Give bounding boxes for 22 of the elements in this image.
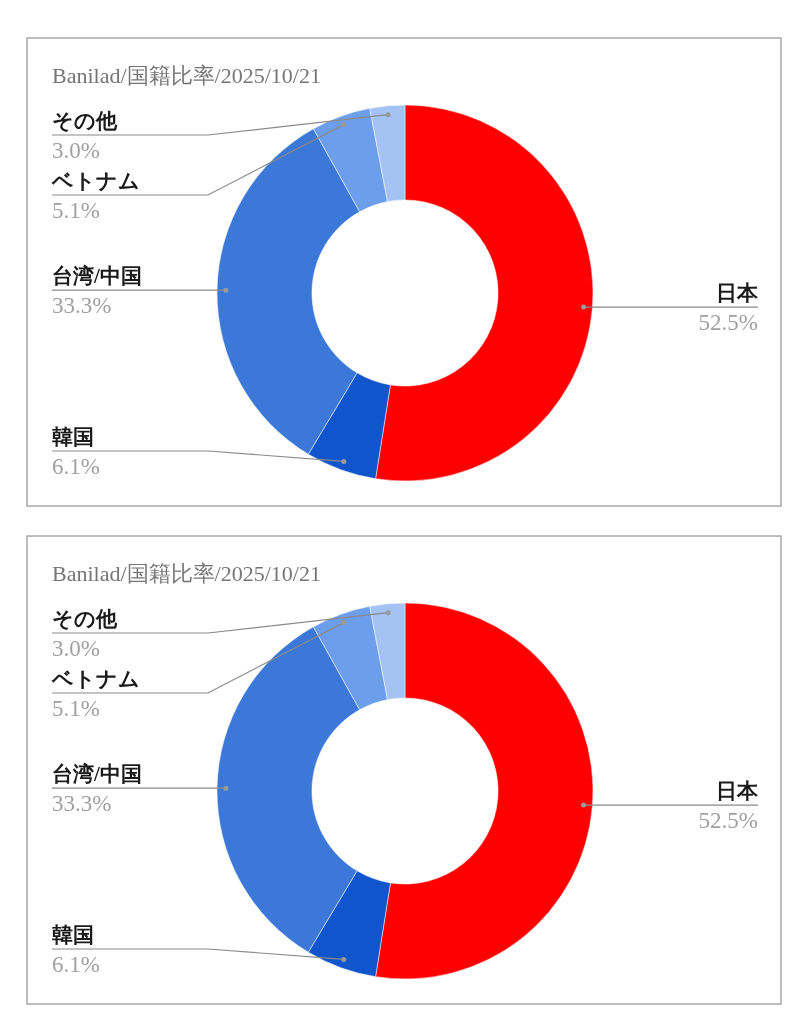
slice-label: ベトナム [51, 169, 140, 193]
slice-label: 日本 [716, 779, 759, 804]
data-label: 33.3% [52, 293, 112, 319]
data-label: 33.3% [52, 791, 112, 817]
data-label: 6.1% [52, 454, 100, 479]
slice-label: 台湾/中国 [52, 762, 142, 787]
chart-title: Banilad/国籍比率/2025/10/21 [52, 63, 321, 88]
data-label: 5.1% [52, 696, 100, 721]
slice-label: 韓国 [52, 425, 94, 449]
data-label: 52.5% [698, 808, 758, 834]
slice-label: 日本 [716, 281, 759, 306]
chart-title: Banilad/国籍比率/2025/10/21 [52, 561, 321, 586]
data-label: 5.1% [52, 198, 100, 223]
data-label: 3.0% [52, 636, 100, 661]
data-label: 3.0% [52, 138, 100, 163]
slice-label: その他 [52, 607, 118, 631]
slice-label: 台湾/中国 [52, 264, 142, 289]
data-label: 52.5% [698, 310, 758, 336]
slice-label: ベトナム [51, 667, 140, 691]
data-label: 6.1% [52, 952, 100, 977]
slice-label: その他 [52, 109, 118, 133]
slice-label: 韓国 [52, 923, 94, 947]
